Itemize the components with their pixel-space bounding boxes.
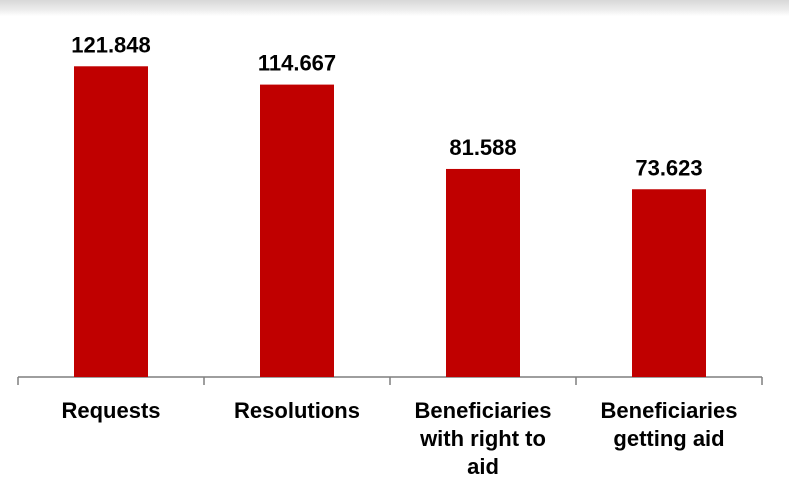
bar-1	[74, 66, 148, 377]
bar-2	[260, 84, 334, 377]
data-label-4: 73.623	[635, 155, 702, 180]
bar-3	[446, 168, 520, 377]
data-label-1: 121.848	[71, 32, 151, 57]
category-labels: Requests Resolutions Beneficiaries with rig…	[61, 398, 737, 479]
category-label-line: Requests	[61, 398, 160, 423]
x-axis	[17, 376, 763, 385]
category-label-line: with right to	[419, 426, 546, 451]
category-label-2: Resolutions	[234, 398, 360, 423]
category-label-line: Beneficiaries	[415, 398, 552, 423]
category-label-4: Beneficiaries getting aid	[601, 398, 738, 451]
bars	[74, 66, 706, 377]
data-labels: 121.848 114.667 81.588 73.623	[71, 32, 702, 180]
category-label-1: Requests	[61, 398, 160, 423]
bar-4	[632, 189, 706, 377]
category-label-line: Resolutions	[234, 398, 360, 423]
category-label-line: aid	[467, 454, 499, 479]
top-header-band	[0, 0, 789, 16]
category-label-3: Beneficiaries with right to aid	[415, 398, 552, 479]
category-label-line: getting aid	[613, 426, 724, 451]
category-label-line: Beneficiaries	[601, 398, 738, 423]
data-label-2: 114.667	[258, 51, 336, 76]
data-label-3: 81.588	[449, 135, 516, 160]
